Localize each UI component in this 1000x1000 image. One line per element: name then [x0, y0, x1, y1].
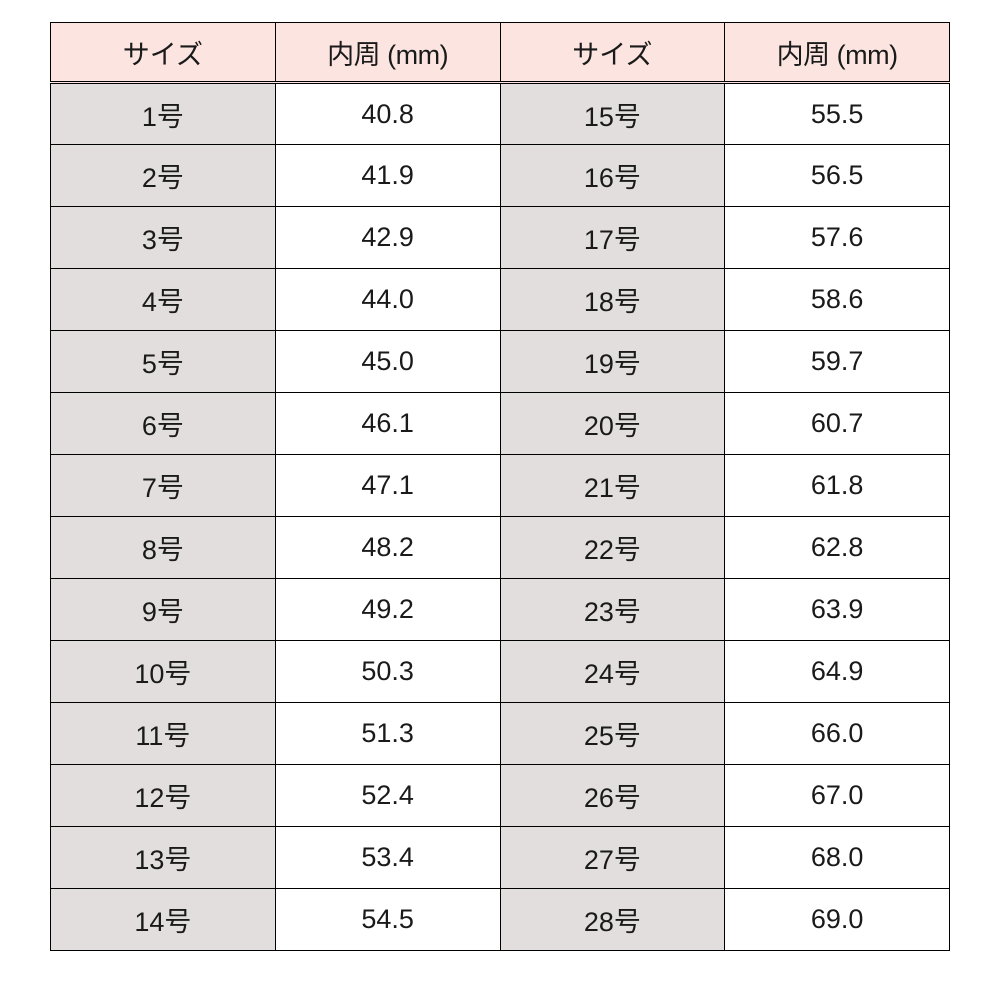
table-row: 2号41.916号56.5	[51, 145, 950, 207]
table-row: 13号53.427号68.0	[51, 827, 950, 889]
value-cell: 59.7	[725, 331, 950, 393]
table-body: 1号40.815号55.52号41.916号56.53号42.917号57.64…	[51, 83, 950, 951]
size-cell: 27号	[500, 827, 725, 889]
value-cell: 51.3	[275, 703, 500, 765]
ring-size-table: サイズ 内周 (mm) サイズ 内周 (mm) 1号40.815号55.52号4…	[50, 22, 950, 951]
value-cell: 53.4	[275, 827, 500, 889]
value-cell: 58.6	[725, 269, 950, 331]
value-cell: 66.0	[725, 703, 950, 765]
size-cell: 11号	[51, 703, 276, 765]
size-cell: 28号	[500, 889, 725, 951]
size-cell: 13号	[51, 827, 276, 889]
value-cell: 60.7	[725, 393, 950, 455]
ring-size-table-container: サイズ 内周 (mm) サイズ 内周 (mm) 1号40.815号55.52号4…	[0, 0, 1000, 973]
value-cell: 45.0	[275, 331, 500, 393]
size-cell: 16号	[500, 145, 725, 207]
size-cell: 4号	[51, 269, 276, 331]
size-cell: 8号	[51, 517, 276, 579]
table-row: 10号50.324号64.9	[51, 641, 950, 703]
size-cell: 2号	[51, 145, 276, 207]
size-cell: 3号	[51, 207, 276, 269]
value-cell: 64.9	[725, 641, 950, 703]
value-cell: 49.2	[275, 579, 500, 641]
value-cell: 42.9	[275, 207, 500, 269]
header-size-1: サイズ	[51, 23, 276, 83]
table-row: 14号54.528号69.0	[51, 889, 950, 951]
value-cell: 69.0	[725, 889, 950, 951]
table-row: 5号45.019号59.7	[51, 331, 950, 393]
value-cell: 61.8	[725, 455, 950, 517]
header-circumference-1: 内周 (mm)	[275, 23, 500, 83]
table-row: 7号47.121号61.8	[51, 455, 950, 517]
size-cell: 22号	[500, 517, 725, 579]
size-cell: 15号	[500, 83, 725, 145]
table-row: 4号44.018号58.6	[51, 269, 950, 331]
value-cell: 62.8	[725, 517, 950, 579]
header-circumference-2: 内周 (mm)	[725, 23, 950, 83]
table-row: 6号46.120号60.7	[51, 393, 950, 455]
value-cell: 47.1	[275, 455, 500, 517]
value-cell: 57.6	[725, 207, 950, 269]
value-cell: 48.2	[275, 517, 500, 579]
table-row: 11号51.325号66.0	[51, 703, 950, 765]
table-row: 3号42.917号57.6	[51, 207, 950, 269]
value-cell: 41.9	[275, 145, 500, 207]
table-header-row: サイズ 内周 (mm) サイズ 内周 (mm)	[51, 23, 950, 83]
value-cell: 40.8	[275, 83, 500, 145]
size-cell: 5号	[51, 331, 276, 393]
size-cell: 6号	[51, 393, 276, 455]
size-cell: 24号	[500, 641, 725, 703]
value-cell: 68.0	[725, 827, 950, 889]
value-cell: 67.0	[725, 765, 950, 827]
table-row: 9号49.223号63.9	[51, 579, 950, 641]
value-cell: 44.0	[275, 269, 500, 331]
size-cell: 20号	[500, 393, 725, 455]
size-cell: 21号	[500, 455, 725, 517]
size-cell: 9号	[51, 579, 276, 641]
value-cell: 63.9	[725, 579, 950, 641]
size-cell: 25号	[500, 703, 725, 765]
value-cell: 46.1	[275, 393, 500, 455]
size-cell: 23号	[500, 579, 725, 641]
value-cell: 56.5	[725, 145, 950, 207]
size-cell: 17号	[500, 207, 725, 269]
value-cell: 54.5	[275, 889, 500, 951]
size-cell: 14号	[51, 889, 276, 951]
size-cell: 26号	[500, 765, 725, 827]
value-cell: 55.5	[725, 83, 950, 145]
size-cell: 7号	[51, 455, 276, 517]
table-row: 1号40.815号55.5	[51, 83, 950, 145]
size-cell: 12号	[51, 765, 276, 827]
size-cell: 19号	[500, 331, 725, 393]
header-size-2: サイズ	[500, 23, 725, 83]
table-row: 8号48.222号62.8	[51, 517, 950, 579]
size-cell: 1号	[51, 83, 276, 145]
value-cell: 50.3	[275, 641, 500, 703]
size-cell: 18号	[500, 269, 725, 331]
size-cell: 10号	[51, 641, 276, 703]
table-row: 12号52.426号67.0	[51, 765, 950, 827]
value-cell: 52.4	[275, 765, 500, 827]
